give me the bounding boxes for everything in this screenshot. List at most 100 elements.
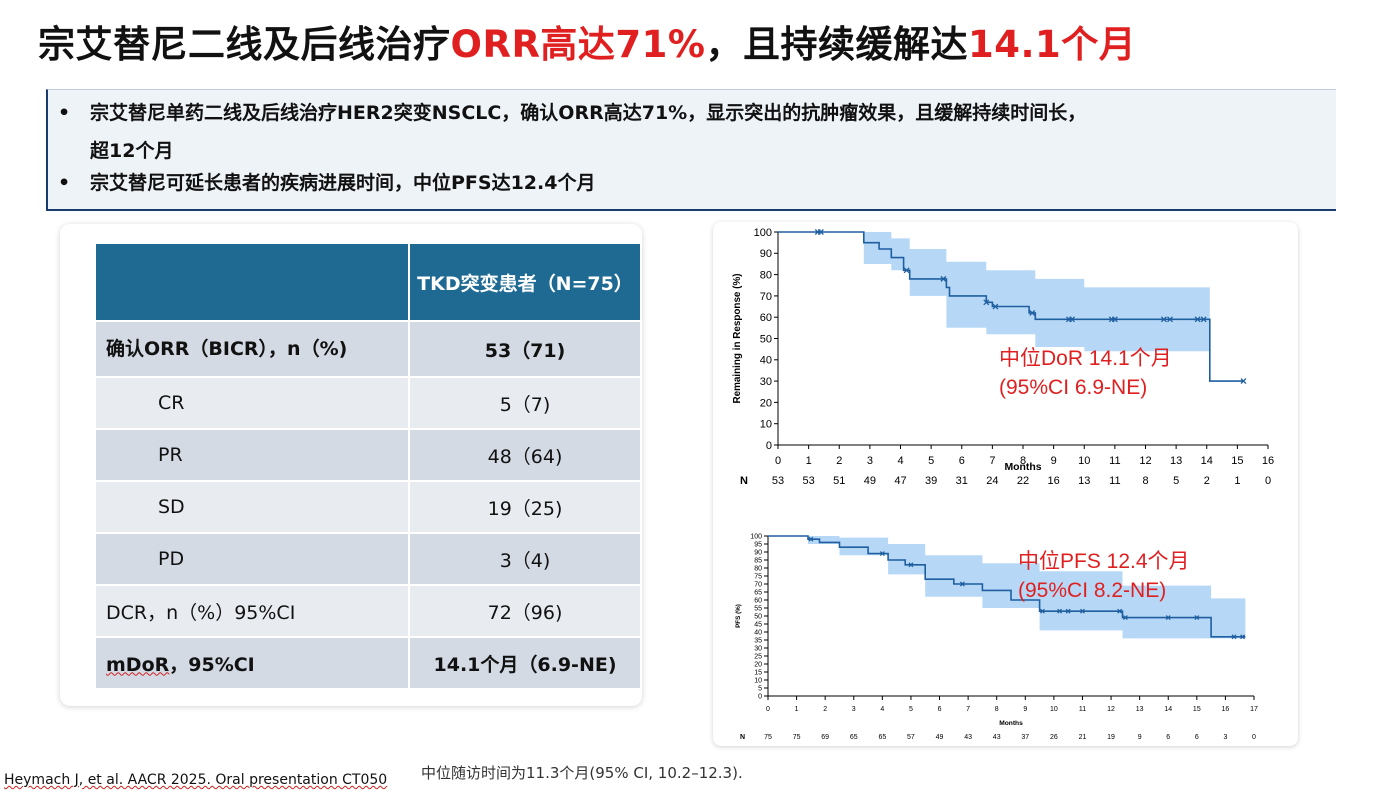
- row-value-pd: 3（4): [408, 532, 642, 586]
- pfs-censor-mark: [808, 536, 814, 542]
- pfs-y-tick-label: 30: [754, 645, 762, 652]
- pfs-censor-mark: [1165, 615, 1171, 621]
- pfs-censor-mark: [1240, 634, 1246, 640]
- row-value-sd: 19（25): [408, 480, 642, 534]
- dor-x-tick-label: 1: [806, 455, 812, 467]
- dor-at-risk-value: 5: [1173, 475, 1179, 487]
- dor-x-tick-label: 6: [959, 455, 965, 467]
- bullet-dot: •: [58, 172, 71, 194]
- pfs-x-tick-label: 8: [995, 706, 999, 713]
- dor-censor-mark: [1160, 316, 1167, 323]
- pfs-y-tick-label: 100: [750, 533, 762, 540]
- row-value-pr: 48（64): [408, 428, 642, 482]
- pfs-x-tick-label: 3: [852, 706, 856, 713]
- dor-x-tick-label: 4: [897, 455, 903, 467]
- pfs-annotation-line1: 中位PFS 12.4个月: [1018, 550, 1190, 573]
- pfs-censor-mark: [1194, 615, 1200, 621]
- pfs-censor-mark: [1057, 608, 1063, 614]
- dor-y-tick-label: 60: [760, 312, 772, 324]
- pfs-censor-mark: [1065, 608, 1071, 614]
- results-table: TKD突变患者（N=75） 确认ORR（BICR），n（%) 53（71) CR…: [93, 242, 642, 690]
- pfs-y-tick-label: 80: [754, 565, 762, 572]
- key-points-box: • 宗艾替尼单药二线及后线治疗HER2突变NSCLC，确认ORR高达71%，显示…: [46, 89, 1336, 211]
- pfs-y-tick-label: 45: [754, 621, 762, 628]
- dor-at-risk-value: 39: [925, 475, 937, 487]
- pfs-x-tick-label: 12: [1107, 706, 1115, 713]
- dor-at-risk-value: 2: [1204, 475, 1210, 487]
- dor-x-tick-label: 12: [1139, 455, 1151, 467]
- pfs-y-axis-label: PFS (%): [735, 604, 742, 628]
- pfs-x-tick-label: 9: [1023, 706, 1027, 713]
- table-header-empty: [93, 242, 411, 322]
- pfs-y-tick-label: 95: [754, 541, 762, 548]
- dor-x-tick-label: 15: [1231, 455, 1243, 467]
- pfs-at-risk-value: 26: [1050, 734, 1058, 741]
- dor-at-risk-value: 53: [772, 475, 784, 487]
- bullet-text-line1: 宗艾替尼单药二线及后线治疗HER2突变NSCLC，确认ORR高达71%，显示突出…: [90, 102, 1087, 124]
- row-value-mdor: 14.1个月（6.9-NE): [408, 636, 642, 690]
- pfs-censor-mark: [1117, 608, 1123, 614]
- dor-x-tick-label: 9: [1051, 455, 1057, 467]
- dor-censor-mark: [1029, 309, 1036, 316]
- dor-censor-mark: [1194, 316, 1201, 323]
- pfs-at-risk-value: 57: [907, 734, 915, 741]
- row-label-pd: PD: [93, 532, 411, 586]
- dor-at-risk-value: 11: [1109, 475, 1120, 487]
- title-duration-highlight: 14.1个月: [968, 23, 1137, 66]
- dor-x-tick-label: 13: [1170, 455, 1182, 467]
- dor-x-tick-label: 8: [1020, 455, 1026, 467]
- pfs-at-risk-value: 19: [1107, 734, 1115, 741]
- table-row: CR 5（7): [93, 376, 642, 430]
- pfs-x-tick-label: 11: [1079, 706, 1086, 713]
- pfs-x-tick-label: 10: [1050, 706, 1058, 713]
- pfs-at-risk-value: 0: [1252, 734, 1256, 741]
- pfs-at-risk-value: 21: [1079, 734, 1087, 741]
- pfs-censor-mark: [1080, 608, 1085, 614]
- dor-y-tick-label: 30: [760, 376, 772, 388]
- dor-at-risk-value: 16: [1048, 475, 1060, 487]
- pfs-y-tick-label: 90: [754, 549, 762, 556]
- dor-x-tick-label: 7: [989, 455, 995, 467]
- pfs-censor-mark: [1039, 608, 1045, 614]
- row-label-mdor-abbr: mDoR: [106, 653, 170, 676]
- pfs-at-risk-value: 43: [964, 734, 972, 741]
- pfs-y-tick-label: 15: [754, 669, 762, 676]
- bullet-text-line2: 超12个月: [90, 140, 174, 162]
- dor-x-tick-label: 5: [928, 455, 934, 467]
- dor-y-tick-label: 20: [760, 397, 772, 409]
- row-label-sd: SD: [93, 480, 411, 534]
- table-row: mDoR，95%CI 14.1个月（6.9-NE): [93, 636, 642, 690]
- pfs-x-tick-label: 6: [938, 706, 942, 713]
- pfs-x-tick-label: 0: [766, 706, 770, 713]
- table-row: PD 3（4): [93, 532, 642, 586]
- pfs-y-tick-label: 60: [754, 597, 762, 604]
- bullet-dot: •: [58, 102, 71, 124]
- pfs-x-tick-label: 15: [1193, 706, 1201, 713]
- pfs-km-line: [768, 535, 1246, 638]
- row-value-cr: 5（7): [408, 376, 642, 430]
- pfs-y-tick-label: 55: [754, 605, 762, 612]
- dor-y-tick-label: 0: [766, 440, 772, 452]
- dor-y-tick-label: 80: [760, 269, 772, 281]
- dor-y-tick-label: 40: [760, 355, 772, 367]
- dor-y-axis-label: Remaining in Response (%): [732, 273, 743, 403]
- row-label-mdor: mDoR，95%CI: [93, 636, 411, 690]
- pfs-y-tick-label: 5: [758, 685, 762, 692]
- dor-x-tick-label: 16: [1262, 455, 1274, 467]
- pfs-x-tick-label: 13: [1136, 706, 1144, 713]
- table-row: DCR，n（%）95%CI 72（96): [93, 584, 642, 638]
- table-header-cohort: TKD突变患者（N=75）: [408, 242, 642, 322]
- page-title: 宗艾替尼二线及后线治疗ORR高达71%，且持续缓解达14.1个月: [38, 14, 1136, 68]
- km-plots-card: 0 10 20 30 40 50 60 70 80 90 100 0 1 2 3 4 5 6 7 8 9 10 11 12 13…: [713, 222, 1298, 746]
- reference-citation: Heymach J, et al. AACR 2025. Oral presen…: [4, 772, 388, 788]
- dor-censor-mark: [983, 299, 990, 306]
- dor-at-risk-value: 1: [1234, 475, 1240, 487]
- title-part1: 宗艾替尼二线及后线治疗: [38, 23, 451, 66]
- dor-x-tick-label: 14: [1201, 455, 1213, 467]
- row-label-dcr: DCR，n（%）95%CI: [93, 584, 411, 638]
- dor-y-tick-label: 90: [760, 248, 772, 260]
- dor-at-risk-value: 22: [1017, 475, 1029, 487]
- pfs-y-tick-label: 85: [754, 557, 762, 564]
- pfs-at-risk-value: 65: [850, 734, 858, 741]
- dor-censor-mark: [1240, 378, 1247, 385]
